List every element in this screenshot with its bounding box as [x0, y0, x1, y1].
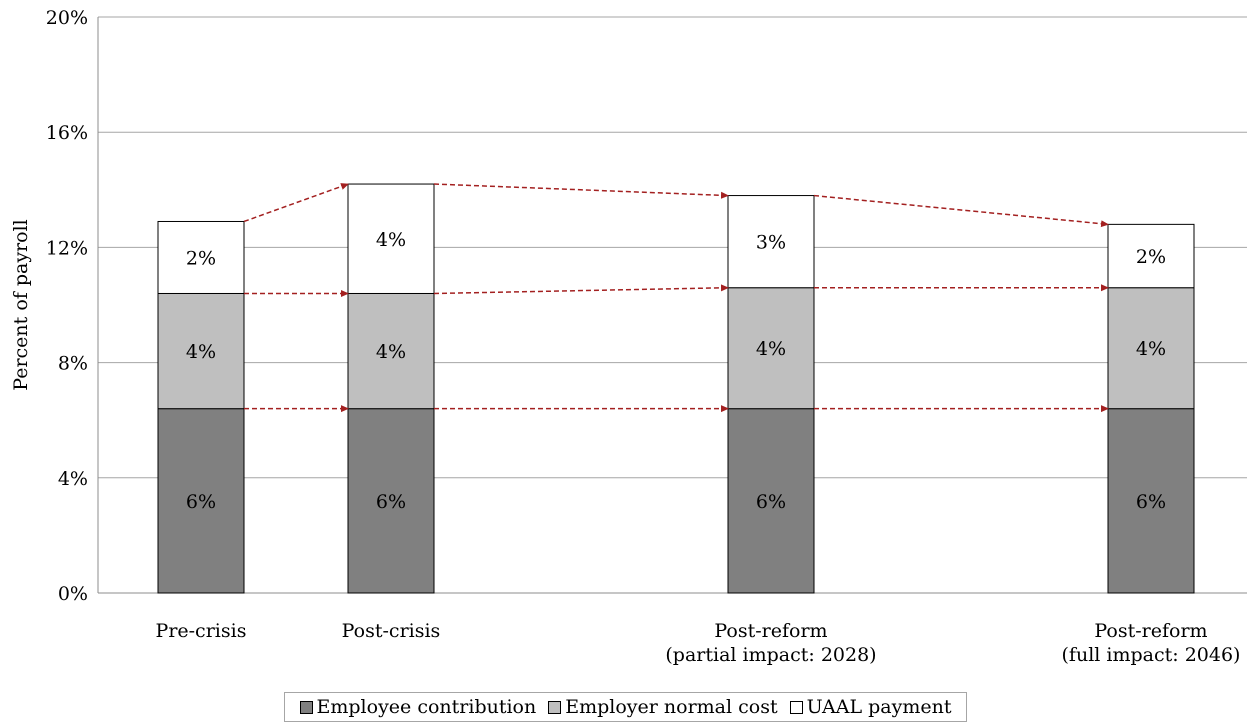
legend-item-employee: Employee contribution: [299, 696, 537, 718]
connector-arrow: [433, 183, 729, 199]
x-tick-label: Post-crisis: [342, 620, 441, 642]
data-label: 6%: [376, 491, 406, 513]
data-label: 6%: [756, 491, 786, 513]
x-tick-label: Pre-crisis: [156, 620, 247, 642]
legend-swatch-employer: [548, 700, 562, 714]
legend-label-uaal: UAAL payment: [806, 696, 952, 718]
legend-item-employer: Employer normal cost: [548, 696, 778, 718]
y-tick-label: 16%: [46, 122, 88, 144]
data-label: 6%: [1136, 491, 1166, 513]
data-label: 2%: [186, 247, 216, 269]
bar-segment: [157, 408, 245, 594]
bar-segment: [157, 220, 245, 294]
x-tick-label: Post-reform: [1094, 620, 1207, 642]
bar-segment: [347, 292, 435, 410]
bar-segment: [1107, 287, 1195, 410]
data-label: 4%: [186, 341, 216, 363]
legend-swatch-uaal: [789, 700, 803, 714]
y-tick-label: 4%: [58, 468, 88, 490]
bar-segment: [727, 287, 815, 410]
data-label: 6%: [186, 491, 216, 513]
bar-segment: [347, 408, 435, 594]
legend-label-employee: Employee contribution: [316, 696, 537, 718]
y-tick-label: 12%: [46, 237, 88, 259]
legend-item-uaal: UAAL payment: [789, 696, 952, 718]
bar-segment: [727, 195, 815, 289]
y-tick-label: 20%: [46, 7, 88, 29]
data-label: 4%: [376, 229, 406, 251]
bar-segment: [157, 292, 245, 410]
bar-segment: [1107, 408, 1195, 594]
x-tick-label: (partial impact: 2028): [665, 644, 876, 666]
connector-arrow: [243, 183, 349, 223]
data-label: 2%: [1136, 246, 1166, 268]
y-tick-label: 8%: [58, 353, 88, 375]
bar-segment: [727, 408, 815, 594]
connector-arrow: [433, 284, 729, 295]
y-tick-label: 0%: [58, 583, 88, 605]
legend: Employee contribution Employer normal co…: [284, 692, 967, 722]
data-label: 3%: [756, 232, 786, 254]
y-axis-label: Percent of payroll: [10, 219, 32, 390]
x-tick-label: (full impact: 2046): [1062, 644, 1241, 666]
bar-segment: [347, 183, 435, 294]
stacked-bar-chart: 0% 4% 8% 12% 16% 20% Percent of payroll 6% 4% 2% 6…: [10, 7, 1247, 666]
connector-arrow: [813, 194, 1109, 228]
data-label: 4%: [756, 338, 786, 360]
data-label: 4%: [1136, 338, 1166, 360]
data-label: 4%: [376, 341, 406, 363]
bar-segment: [1107, 223, 1195, 289]
x-tick-label: Post-reform: [714, 620, 827, 642]
legend-swatch-employee: [299, 700, 313, 714]
legend-label-employer: Employer normal cost: [565, 696, 778, 718]
